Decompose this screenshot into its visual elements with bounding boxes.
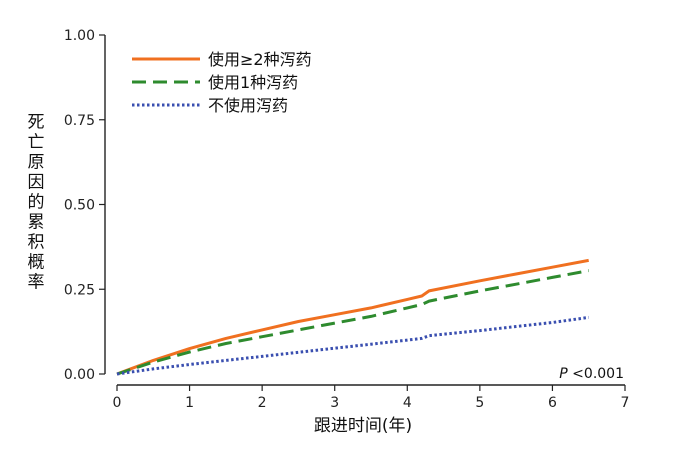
p-value-text: <0.001 (568, 366, 624, 382)
axes: 0 1 2 3 4 5 6 7 0.00 0.25 0.50 0.75 1.00 (64, 28, 630, 411)
series-line-1 (116, 258, 589, 376)
y-axis-title-char: 概 (28, 253, 45, 273)
legend-label-1: 使用≥2种泻药 (208, 50, 312, 69)
y-axis-title-char: 亡 (28, 133, 45, 153)
y-axis-title-char: 积 (28, 233, 45, 253)
y-tick-label: 1.00 (64, 28, 95, 44)
series-layer (116, 258, 589, 376)
p-value-italic: P (559, 366, 568, 382)
y-axis-title-char: 死 (28, 113, 45, 133)
x-tick-label: 3 (330, 395, 339, 411)
y-axis-title-char: 原 (28, 153, 45, 173)
y-tick-label: 0.50 (64, 198, 95, 214)
x-tick-label: 1 (185, 395, 194, 411)
y-axis-title-char: 的 (28, 193, 45, 213)
x-tick-label: 2 (258, 395, 267, 411)
x-tick-label: 5 (475, 395, 484, 411)
y-tick-label: 0.25 (64, 282, 95, 298)
p-value-annotation: P <0.001 (559, 366, 624, 382)
y-axis-title: 死亡原因的累积概率 (28, 113, 45, 293)
y-tick-label: 0.00 (64, 367, 95, 383)
x-axis-title: 跟进时间(年) (314, 416, 412, 436)
y-tick-label: 0.75 (64, 113, 95, 129)
x-tick-label: 6 (548, 395, 557, 411)
series-line-3 (116, 315, 589, 376)
series-line-2 (116, 269, 589, 376)
x-tick-label: 7 (621, 395, 630, 411)
legend-label-2: 使用1种泻药 (208, 73, 298, 92)
x-tick-label: 0 (113, 395, 122, 411)
y-axis-title-char: 因 (28, 173, 45, 193)
y-axis-title-char: 累 (28, 213, 45, 233)
x-tick-label: 4 (403, 395, 412, 411)
y-axis-title-char: 率 (28, 273, 45, 293)
legend-label-3: 不使用泻药 (208, 96, 288, 115)
